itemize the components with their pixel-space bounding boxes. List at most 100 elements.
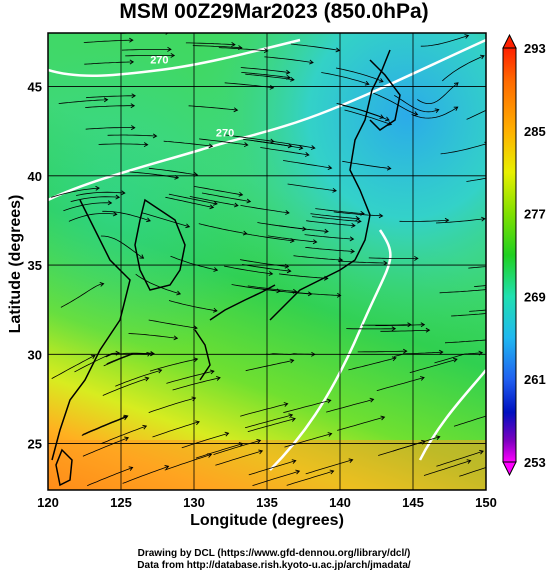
streamline-arrow [289, 358, 295, 364]
streamline [376, 377, 425, 391]
streamline [194, 186, 243, 196]
streamline [375, 324, 425, 326]
streamline-arrow [351, 223, 356, 228]
streamline-arrow [195, 420, 200, 426]
streamline [102, 210, 151, 222]
streamline-arrow [167, 46, 172, 52]
streamline-arrow [139, 254, 145, 259]
contour-line [48, 38, 301, 77]
x-tick-label: 140 [329, 495, 351, 510]
streamline [417, 82, 459, 104]
streamline-arrow [360, 210, 365, 216]
streamline-arrow [481, 216, 486, 222]
y-axis-label: Latitude (degrees) [7, 194, 24, 334]
streamline [440, 143, 486, 155]
streamline [284, 433, 332, 448]
streamline-arrow [131, 93, 136, 99]
streamline [248, 460, 296, 476]
streamline-arrow [369, 397, 375, 403]
streamline-arrow [332, 187, 337, 193]
streamline [115, 369, 162, 387]
streamline-arrow [285, 210, 290, 215]
streamline-arrow [490, 338, 494, 342]
streamline [189, 196, 238, 206]
streamline [252, 470, 300, 486]
streamline-arrow [143, 142, 149, 147]
x-tick-label: 145 [402, 495, 424, 510]
streamline-arrow [379, 114, 385, 119]
streamline-arrow [152, 133, 158, 139]
streamline-arrow [324, 228, 329, 234]
streamline [348, 357, 397, 371]
streamline-arrow [453, 106, 459, 111]
streamline-arrow [99, 281, 105, 287]
streamline-arrow [142, 424, 148, 430]
streamline-arrow [357, 218, 362, 224]
streamline [310, 213, 360, 220]
streamline [60, 283, 104, 308]
streamline-arrow [464, 34, 470, 39]
colorbar-tick-label: 285 [524, 124, 546, 139]
streamline-arrow [310, 145, 316, 150]
streamline [76, 191, 125, 196]
streamline [70, 196, 120, 202]
streamline [469, 309, 486, 312]
streamline-arrow [386, 165, 392, 171]
streamline [293, 255, 343, 261]
streamline [241, 72, 291, 79]
streamline [466, 177, 486, 182]
streamline-arrow [103, 97, 109, 103]
streamline [181, 432, 229, 449]
streamline-arrow [128, 466, 134, 471]
streamline [218, 47, 268, 52]
colorbar: 293 285 277 269 261 253 [502, 33, 546, 477]
streamline [399, 219, 449, 222]
streamline-arrow [173, 335, 179, 341]
streamline [335, 67, 384, 83]
x-tick-label: 125 [110, 495, 132, 510]
streamline [240, 205, 289, 214]
streamline-arrow [290, 76, 295, 82]
streamline [149, 358, 198, 372]
streamline-arrow [327, 165, 333, 171]
streamline [245, 359, 294, 372]
streamline-arrow [120, 190, 126, 196]
streamline [168, 193, 218, 205]
streamline-arrow [438, 349, 444, 355]
contour-line [418, 369, 486, 461]
streamline [337, 416, 385, 431]
streamline [148, 397, 196, 413]
streamline-arrow [242, 230, 248, 236]
streamline-arrow [231, 42, 236, 47]
streamline-arrow [413, 111, 419, 116]
streamline-arrow [329, 469, 335, 475]
streamline [82, 415, 128, 435]
colorbar-min-arrow [502, 461, 517, 477]
streamline [290, 43, 340, 51]
streamline [260, 147, 309, 156]
streamline-arrow [349, 236, 355, 242]
streamline-arrow [496, 311, 500, 315]
streamline-arrow [213, 267, 219, 272]
streamline [163, 140, 213, 147]
streamline-arrow [285, 69, 291, 75]
streamline [326, 398, 374, 413]
streamline [283, 399, 331, 413]
x-tick-label: 135 [256, 495, 278, 510]
streamline-arrow [90, 354, 96, 360]
streamline-arrow [150, 351, 155, 357]
streamline-arrow [243, 142, 249, 148]
streamline [195, 443, 243, 459]
streamline [312, 216, 361, 222]
streamline [436, 450, 484, 467]
streamline [337, 260, 387, 264]
y-tick-label: 45 [28, 80, 42, 95]
streamline [368, 257, 418, 259]
streamline-arrow [378, 213, 384, 219]
streamline [305, 247, 355, 252]
y-tick-label: 40 [28, 169, 42, 184]
streamline [152, 421, 200, 438]
streamline-arrow [425, 327, 431, 333]
streamline [474, 285, 486, 287]
